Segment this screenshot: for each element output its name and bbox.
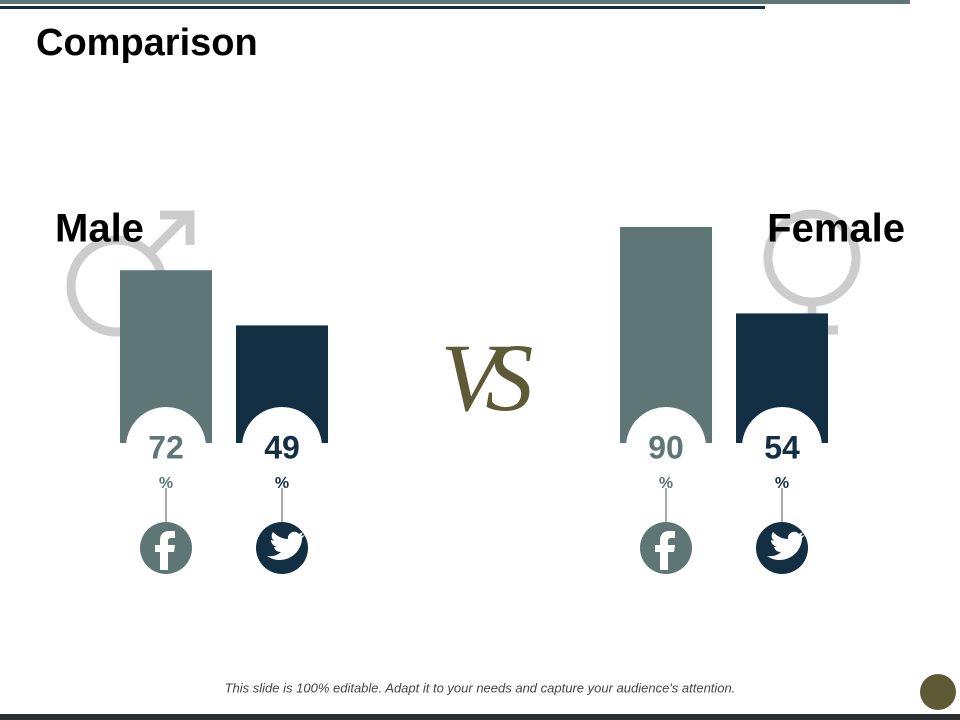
value-badge — [626, 407, 706, 487]
value-badge — [742, 407, 822, 487]
facebook-icon — [655, 531, 675, 570]
value-label: 49 — [264, 429, 300, 465]
top-strip — [0, 0, 910, 4]
bottom-bar — [0, 714, 960, 720]
value-badge — [126, 407, 206, 487]
twitter-icon — [267, 531, 305, 560]
title: Comparison — [36, 22, 258, 64]
value-label: 90 — [648, 429, 684, 465]
unit-label: % — [275, 475, 289, 492]
group-label: Male — [55, 207, 144, 251]
value-badge — [242, 407, 322, 487]
value-label: 72 — [148, 429, 184, 465]
footer: This slide is 100% editable. Adapt it to… — [225, 680, 736, 695]
unit-label: % — [659, 475, 673, 492]
top-line — [0, 6, 765, 9]
facebook-icon — [155, 531, 175, 570]
group-label: Female — [767, 207, 905, 251]
corner-dot — [920, 674, 956, 710]
value-label: 54 — [764, 429, 800, 465]
unit-label: % — [775, 475, 789, 492]
unit-label: % — [159, 475, 173, 492]
vs-label: VS — [441, 324, 533, 431]
bars: 72% 49% 90% 54% — [120, 227, 828, 574]
twitter-icon — [767, 531, 805, 560]
